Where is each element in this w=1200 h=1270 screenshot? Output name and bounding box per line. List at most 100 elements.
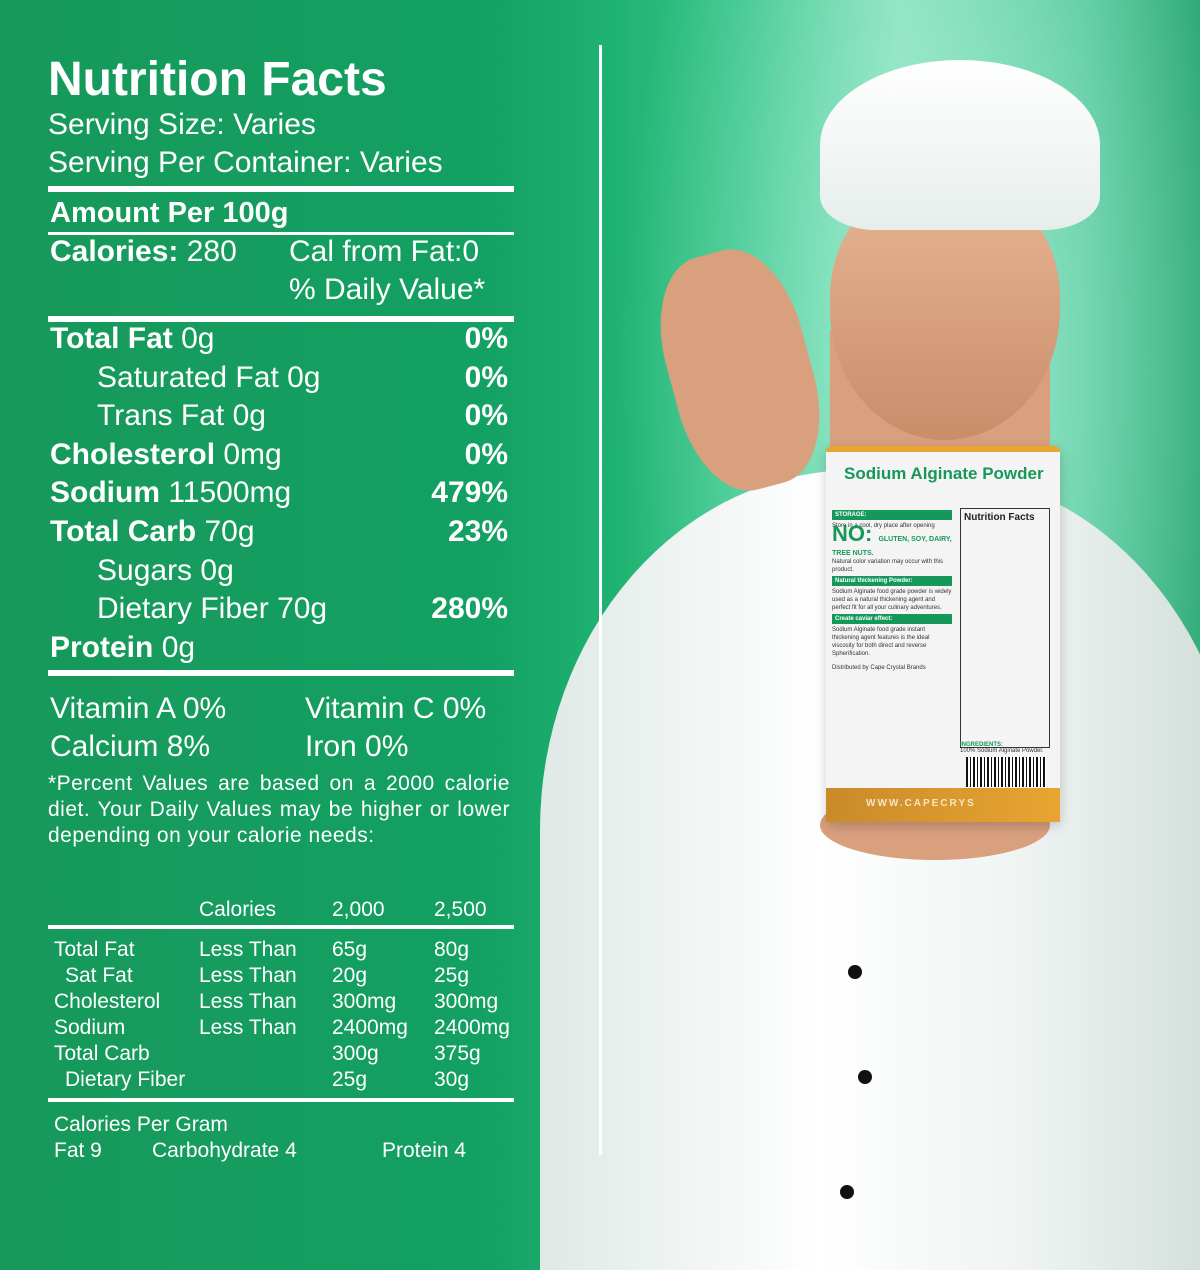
nutrient-amount: 0g [161, 630, 196, 664]
nutrient-amount: 0g [181, 322, 215, 355]
ref-cell: Total Fat [54, 938, 135, 961]
package-title: Sodium Alginate Powder [844, 464, 1044, 483]
calories-label: Calories: [50, 235, 179, 268]
nutrient-row: Cholesterol 0mg [50, 438, 282, 472]
ref-cell: Sodium [54, 1016, 126, 1039]
daily-value-header: % Daily Value* [289, 273, 486, 306]
nutrient-name: Sodium [50, 476, 160, 510]
ref-cell: 30g [434, 1068, 470, 1091]
footnote: *Percent Values are based on a 2000 calo… [48, 772, 510, 847]
ref-cell: Cholesterol [54, 990, 161, 1013]
amount-per: Amount Per 100g [50, 197, 289, 229]
ref-cell: 300mg [434, 990, 499, 1013]
nutrient-row: Total Fat 0g [50, 322, 215, 356]
ref-cell: 20g [332, 964, 368, 987]
vitamin-c: Vitamin C 0% [305, 692, 487, 725]
nutrient-name: Total Fat [50, 322, 173, 355]
ref-cell: 2400mg [434, 1016, 510, 1039]
nutrient-daily-value: 0% [464, 322, 508, 355]
nutrient-row: Sodium 11500mg [50, 476, 291, 510]
ref-cell: 300g [332, 1042, 379, 1065]
label-title: Nutrition Facts [48, 53, 387, 106]
divider-line [599, 45, 602, 1155]
divider-thick [48, 316, 514, 322]
package-info: STORAGE: Store in a cool, dry place afte… [832, 508, 952, 672]
cal-from-fat: Cal from Fat:0 [289, 235, 480, 268]
package-website: WWW.CAPECRYS [826, 788, 1060, 822]
ref-cell: 25g [332, 1068, 368, 1091]
ref-header: 2,500 [434, 898, 487, 921]
ref-cell: Less Than [199, 1016, 297, 1039]
nutrient-daily-value: 0% [464, 399, 508, 433]
package-allergen: NO: GLUTEN, SOY, DAIRY, TREE NUTS. [832, 523, 952, 558]
nutrient-row: Saturated Fat 0g [97, 361, 321, 395]
calcium: Calcium 8% [50, 730, 211, 763]
package-no-label: NO: [832, 521, 873, 546]
ref-cell: 300mg [332, 990, 397, 1013]
package-caviar-text: Sodium Alginate food grade instant thick… [832, 627, 930, 657]
nutrient-row: Trans Fat 0g [97, 399, 266, 433]
calories-row: Calories: 280 [50, 235, 237, 269]
nutrient-row: Total Carb 70g [50, 515, 255, 549]
nutrient-daily-value: 0% [464, 437, 508, 471]
package-storage-head: STORAGE: [832, 510, 952, 520]
nutrient-row: Sugars 0g [97, 554, 234, 588]
jacket-button [840, 1185, 854, 1199]
iron: Iron 0% [305, 730, 409, 763]
package-thick-head: Natural thickening Powder: [832, 576, 952, 586]
nutrient-daily-value: 23% [447, 515, 508, 548]
ref-cell: Dietary Fiber [65, 1068, 186, 1091]
divider-thick [48, 670, 514, 676]
nutrient-amount: 70g [204, 515, 255, 548]
package-thick-text: Sodium Alginate food grade powder is wid… [832, 589, 952, 611]
nutrient-name: Total Carb [50, 515, 197, 548]
divider [48, 925, 514, 929]
divider [48, 1098, 514, 1102]
ref-cell: Less Than [199, 964, 297, 987]
ref-cell: 2400mg [332, 1016, 408, 1039]
nutrient-daily-value: 479% [431, 476, 508, 510]
ref-cell: Total Carb [54, 1042, 150, 1065]
nutrient-daily-value: 0% [464, 360, 508, 394]
cpg-fat: Fat 9 [54, 1139, 102, 1162]
nutrient-amount: 0g [232, 399, 266, 433]
chef-hat [820, 60, 1100, 230]
jacket-button [848, 965, 862, 979]
nutrient-row: Dietary Fiber 70g [97, 592, 327, 626]
nutrient-name: Trans Fat [97, 399, 225, 433]
ref-header: 2,000 [332, 898, 385, 921]
nutrient-name: Saturated Fat [97, 360, 279, 394]
ref-cell: 65g [332, 938, 368, 961]
ref-cell: Sat Fat [65, 964, 133, 987]
jacket-button [858, 1070, 872, 1084]
package-color-note: Natural color variation may occur with t… [832, 559, 944, 573]
package-ingredients: INGREDIENTS: 100% Sodium Alginate Powder. [960, 742, 1044, 754]
nutrient-name: Sugars [97, 553, 193, 587]
nutrient-name: Protein [50, 630, 154, 664]
package-caviar-head: Create caviar effect: [832, 614, 952, 624]
package-no-text: GLUTEN, SOY, DAIRY, TREE NUTS. [832, 536, 952, 557]
package-ingredients-head: INGREDIENTS: [960, 742, 1004, 748]
servings-per-container: Serving Per Container: Varies [48, 146, 443, 179]
product-package: Sodium Alginate Powder STORAGE: Store in… [826, 446, 1060, 822]
package-nf-title: Nutrition Facts [964, 512, 1035, 523]
ref-cell: Less Than [199, 938, 297, 961]
cpg-protein: Protein 4 [382, 1139, 467, 1162]
package-storage-text: Store in a cool, dry place after opening [832, 523, 935, 529]
package-distributor: Distributed by Cape Crystal Brands [832, 665, 926, 671]
nutrient-amount: 0g [287, 360, 321, 394]
ref-cell: 375g [434, 1042, 481, 1065]
vitamin-a: Vitamin A 0% [50, 692, 227, 725]
calories-value: 280 [186, 235, 237, 268]
barcode [966, 757, 1046, 787]
nutrient-amount: 70g [277, 592, 328, 626]
ref-cell: Less Than [199, 990, 297, 1013]
cpg-carb: Carbohydrate 4 [152, 1139, 297, 1162]
nutrient-row: Protein 0g [50, 631, 195, 665]
ref-header: Calories [199, 898, 277, 921]
nutrient-amount: 11500mg [168, 476, 292, 510]
nutrient-name: Dietary Fiber [97, 592, 269, 626]
nutrient-name: Cholesterol [50, 437, 216, 471]
ref-cell: 25g [434, 964, 470, 987]
ref-cell: 80g [434, 938, 470, 961]
